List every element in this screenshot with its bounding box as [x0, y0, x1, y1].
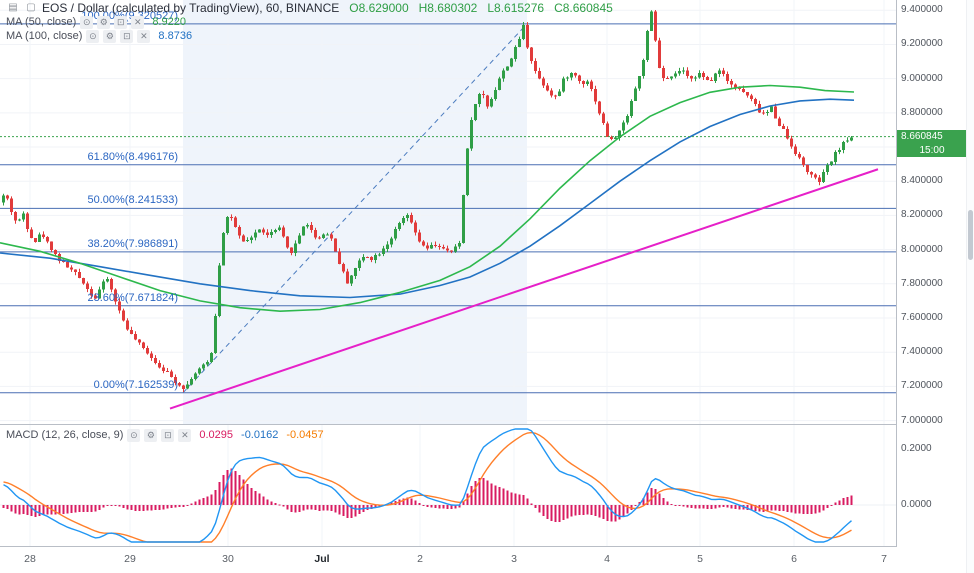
price-axis-label: 8.400000 [901, 175, 943, 187]
gear-icon[interactable]: ⚙ [97, 15, 111, 29]
time-axis-label: 3 [511, 553, 517, 565]
scrollbar-thumb[interactable] [968, 210, 973, 260]
price-axis-label: 9.400000 [901, 4, 943, 16]
fib-level-label[interactable]: 38.20%(7.986891) [87, 237, 178, 250]
source-icon[interactable]: ⊡ [161, 428, 175, 442]
macd-axis-label: 0.2000 [901, 443, 932, 454]
time-axis-label: 6 [791, 553, 797, 565]
fib-level-label[interactable]: 50.00%(8.241533) [87, 194, 178, 207]
source-icon[interactable]: ⊡ [114, 15, 128, 29]
eye-icon[interactable]: ⊙ [80, 15, 94, 29]
macd-legend-row: MACD (12, 26, close, 9) ⊙ ⚙ ⊡ ✕ 0.0295 -… [6, 428, 324, 442]
price-chart-canvas[interactable] [0, 0, 896, 424]
price-axis-label: 8.200000 [901, 209, 943, 221]
time-axis-label: Jul [314, 553, 330, 565]
ohlc-open: O8.629000 [349, 1, 409, 15]
price-axis-label: 7.000000 [901, 414, 943, 426]
time-axis-label: 2 [417, 553, 423, 565]
close-icon[interactable]: ✕ [131, 15, 145, 29]
ma100-label[interactable]: MA (100, close) [6, 30, 83, 42]
fib-level-label[interactable]: 61.80%(8.496176) [87, 150, 178, 163]
eye-icon[interactable]: ⊙ [86, 29, 100, 43]
chart-legend: ▤ ▢ EOS / Dollar (calculated by TradingV… [6, 1, 613, 43]
price-axis-label: 9.000000 [901, 72, 943, 84]
time-axis-label: 4 [604, 553, 610, 565]
macd-pane[interactable]: MACD (12, 26, close, 9) ⊙ ⚙ ⊡ ✕ 0.0295 -… [0, 425, 896, 546]
macd-label[interactable]: MACD (12, 26, close, 9) [6, 429, 124, 441]
source-icon[interactable]: ⊡ [120, 29, 134, 43]
macd-canvas[interactable] [0, 425, 896, 546]
countdown-badge: 15:00 [897, 143, 967, 157]
gear-icon[interactable]: ⚙ [103, 29, 117, 43]
scrollbar[interactable] [966, 0, 974, 573]
time-axis-label: 29 [124, 553, 136, 565]
menu-icon[interactable]: ▤ [8, 2, 18, 13]
macd-legend: MACD (12, 26, close, 9) ⊙ ⚙ ⊡ ✕ 0.0295 -… [6, 428, 324, 442]
time-axis-label: 28 [24, 553, 36, 565]
price-axis-label: 7.200000 [901, 380, 943, 392]
time-axis-label: 30 [222, 553, 234, 565]
ma50-value: 8.9220 [152, 16, 186, 28]
price-axis-label: 7.400000 [901, 346, 943, 358]
macd-axis-label: 0.0000 [901, 499, 932, 510]
price-pane[interactable]: ▤ ▢ EOS / Dollar (calculated by TradingV… [0, 0, 896, 424]
macd-hist-value: 0.0295 [199, 429, 234, 441]
ohlc-low: L8.615276 [487, 1, 545, 15]
last-price-badge: 8.660845 [897, 129, 967, 144]
price-axis-label: 8.000000 [901, 243, 943, 255]
ohlc-close: C8.660845 [554, 1, 613, 15]
price-axis[interactable]: 9.4000009.2000009.0000008.8000008.600000… [896, 0, 967, 547]
ma50-legend-row: MA (50, close) ⊙ ⚙ ⊡ ✕ 8.9220 [6, 15, 613, 29]
price-axis-label: 7.800000 [901, 277, 943, 289]
macd-line-value: -0.0162 [241, 429, 279, 441]
time-axis-label: 7 [881, 553, 887, 565]
ma100-value: 8.8736 [158, 30, 193, 42]
price-axis-label: 7.600000 [901, 312, 943, 323]
time-axis[interactable]: 28 29 30 Jul 2 3 4 5 6 7 [0, 547, 974, 573]
panel-icon[interactable]: ▢ [26, 2, 36, 13]
price-axis-label: 9.200000 [901, 38, 943, 50]
symbol-legend-row: ▤ ▢ EOS / Dollar (calculated by TradingV… [6, 1, 613, 15]
pane-separator[interactable] [0, 424, 974, 425]
gear-icon[interactable]: ⚙ [144, 428, 158, 442]
axis-separator [0, 546, 974, 547]
macd-signal-value: -0.0457 [286, 429, 324, 441]
time-axis-label: 5 [697, 553, 703, 565]
fib-level-label[interactable]: 0.00%(7.162539) [93, 378, 178, 391]
ma100-legend-row: MA (100, close) ⊙ ⚙ ⊡ ✕ 8.8736 [6, 29, 613, 43]
ma50-label[interactable]: MA (50, close) [6, 16, 77, 28]
price-axis-label: 8.800000 [901, 106, 943, 118]
ohlc-high: H8.680302 [418, 1, 478, 15]
fib-level-label[interactable]: 23.60%(7.671824) [87, 291, 178, 304]
close-icon[interactable]: ✕ [178, 428, 192, 442]
close-icon[interactable]: ✕ [137, 29, 151, 43]
eye-icon[interactable]: ⊙ [127, 428, 141, 442]
symbol-title[interactable]: EOS / Dollar (calculated by TradingView)… [42, 1, 340, 15]
